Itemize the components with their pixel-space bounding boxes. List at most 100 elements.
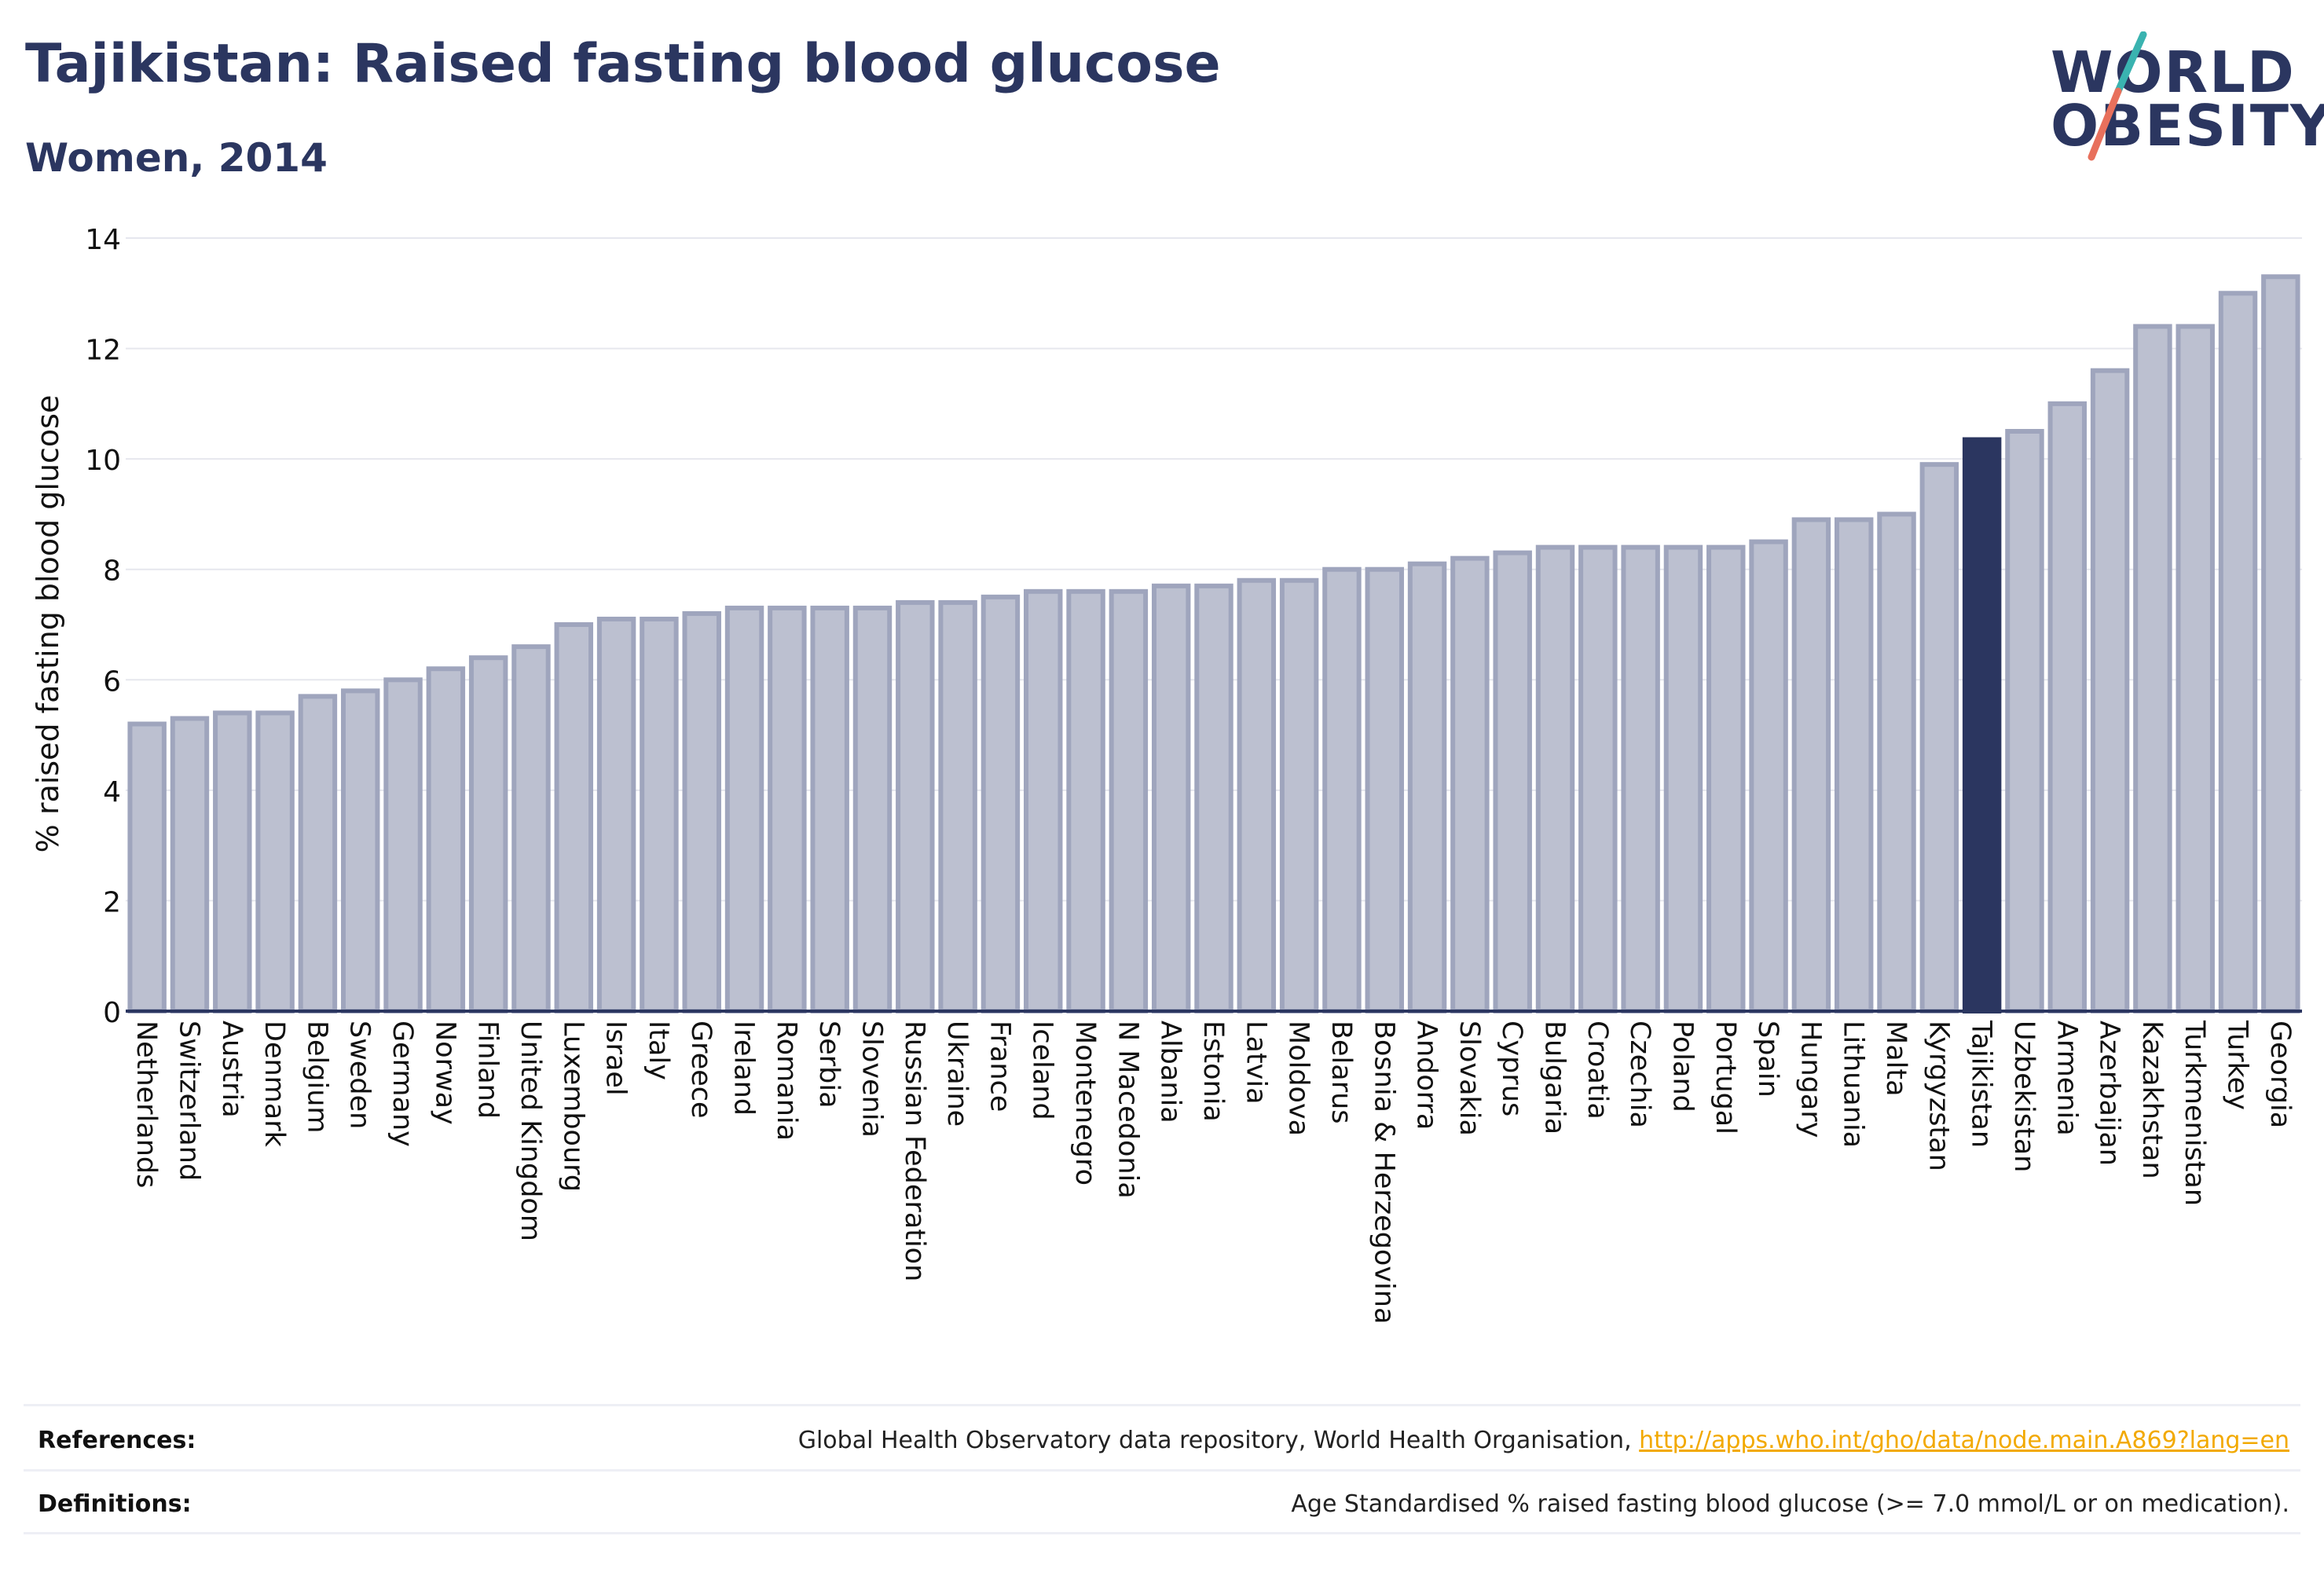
x-tick-label: Estonia [1197,1021,1229,1122]
world-obesity-logo: WORLD OBESITY [2051,31,2324,165]
bar [938,599,977,1013]
x-tick-label: Israel [600,1021,632,1096]
logo-line-1: WORLD [2051,39,2296,105]
bar [127,721,167,1013]
bar [1279,577,1319,1013]
bar [468,655,508,1014]
bar [1024,588,1063,1013]
x-tick-label: Netherlands [130,1021,162,1188]
x-tick-label: United Kingdom [515,1021,546,1241]
bar [298,694,338,1013]
bar [213,710,252,1013]
bar [2133,324,2172,1013]
bar [1194,583,1233,1013]
footer-divider-bottom [24,1532,2300,1534]
x-tick-label: Czechia [1624,1021,1655,1128]
chart-subtitle: Women, 2014 [25,135,328,181]
bar [682,610,721,1013]
x-tick-label: Bulgaria [1539,1021,1571,1134]
bar [1151,583,1191,1013]
x-tick-label: Georgia [2264,1021,2296,1128]
x-tick-label: Turkmenistan [2179,1020,2210,1206]
bar [2176,324,2215,1013]
x-tick-label: Russian Federation [899,1021,930,1281]
references-label: References: [38,1427,196,1454]
y-tick-label: 6 [103,665,121,698]
x-tick-label: Montenegro [1069,1021,1101,1186]
bar [1578,544,1618,1013]
bar [768,605,807,1013]
bar [1749,539,1788,1013]
bar [383,677,423,1013]
bar [1877,511,1916,1013]
bar [2047,401,2088,1013]
x-tick-label: Azerbaijan [2094,1021,2125,1166]
logo-slash-top [2114,31,2147,95]
bar [2090,368,2130,1013]
footer-divider-top [24,1404,2300,1406]
x-tick-label: Armenia [2051,1021,2082,1136]
x-tick-label: Spain [1752,1021,1783,1098]
bar [554,622,594,1013]
bar [341,688,380,1013]
bar [1237,577,1277,1013]
bar [170,716,210,1013]
bar [1450,555,1490,1013]
x-tick-label: Bosnia & Herzegovina [1368,1021,1399,1324]
x-tick-label: Iceland [1027,1021,1058,1120]
bar [255,710,295,1013]
bar [1663,544,1703,1013]
x-tick-label: Norway [429,1021,460,1125]
x-tick-label: N Macedonia [1112,1021,1143,1199]
x-tick-label: Belarus [1325,1021,1357,1124]
bar-highlight [1962,437,2002,1013]
x-tick-label: Andorra [1411,1021,1442,1130]
x-tick-label: Switzerland [173,1021,204,1181]
bar [981,594,1021,1013]
references-link[interactable]: http://apps.who.int/gho/data/node.main.A… [1639,1427,2289,1454]
x-tick-label: Uzbekistan [2008,1021,2040,1172]
x-tick-label: Serbia [813,1021,845,1109]
x-tick-label: Italy [643,1021,674,1080]
y-tick-label: 10 [85,445,121,477]
chart-title: Tajikistan: Raised fasting blood glucose [25,33,1221,95]
footer-divider-middle [24,1469,2300,1472]
x-tick-label: France [984,1021,1015,1112]
bar [1493,550,1532,1013]
bar-chart: 0 2 4 6 8 10 12 14 Netherlands Switzerland Austri… [31,224,2302,1324]
bars [127,274,2300,1014]
y-tick-label: 12 [85,335,121,367]
bar [724,605,764,1013]
category-labels: Netherlands Switzerland Austria Denmark Belg… [130,1020,2296,1324]
bar [1621,544,1660,1013]
bar [1407,561,1447,1013]
x-tick-label: Turkey [2222,1020,2253,1110]
axes: 0 2 4 6 8 10 12 14 [85,224,2302,1029]
y-tick-label: 0 [103,997,121,1029]
x-tick-label: Finland [472,1021,504,1119]
bar [1919,462,1959,1013]
bar [2005,429,2044,1013]
logo-slash-bottom [2088,87,2122,161]
bar [1834,517,1874,1013]
x-tick-label: Austria [216,1021,247,1118]
x-tick-label: Hungary [1794,1021,1826,1138]
x-tick-label: Malta [1880,1021,1912,1097]
references-source: Global Health Observatory data repositor… [797,1427,1640,1454]
bar [2218,291,2258,1013]
bar [511,644,551,1013]
x-tick-label: Romania [771,1021,802,1141]
definitions-text: Age Standardised % raised fasting blood … [1291,1490,2289,1518]
x-tick-label: Portugal [1710,1021,1741,1134]
x-tick-label: Ukraine [941,1021,973,1127]
y-tick-label: 2 [103,886,121,918]
definitions-label: Definitions: [38,1490,192,1518]
bar [2261,274,2300,1013]
bar [1791,517,1831,1013]
bar [1535,544,1575,1013]
x-tick-label: Luxembourg [557,1021,588,1192]
x-tick-label: Albania [1155,1021,1186,1123]
references-text: Global Health Observatory data repositor… [798,1427,2289,1454]
bar [1365,566,1404,1013]
bar [1706,544,1746,1013]
